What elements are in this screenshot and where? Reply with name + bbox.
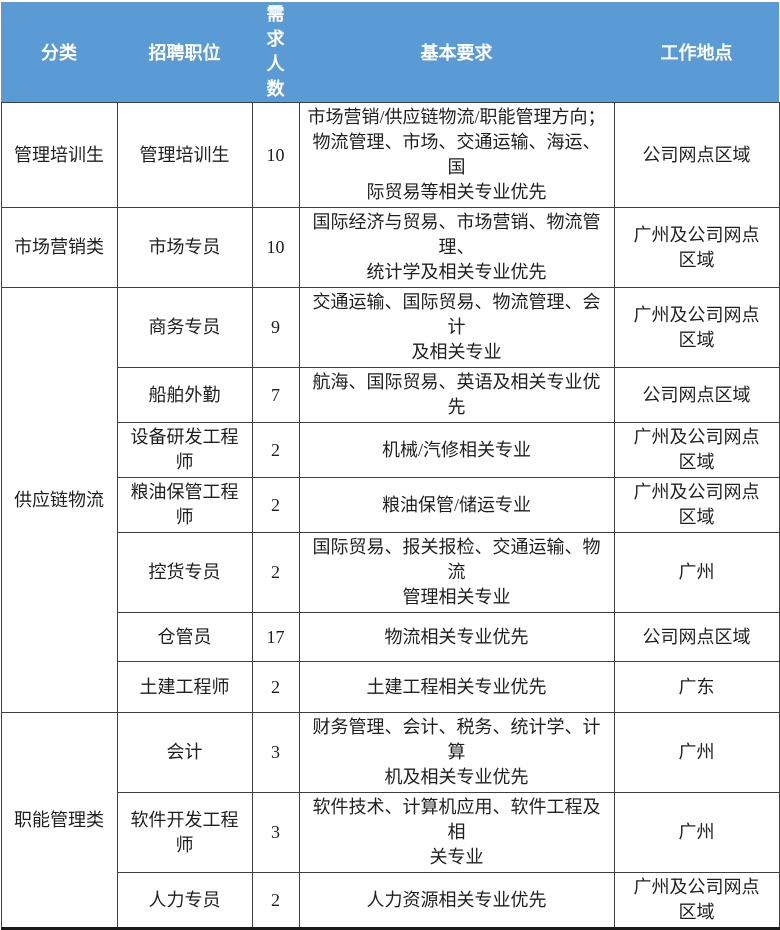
headcount-cell: 7 [251,367,300,423]
table-row: 仓管员 17 物流相关专业优先 公司网点区域 [1,612,780,662]
headcount-cell: 2 [251,422,300,478]
table-row: 供应链物流 商务专员 9 交通运输、国际贸易、物流管理、会计 及相关专业 广州及公司网点… [0,287,780,713]
requirements-cell: 国际经济与贸易、市场营销、物流管理、 统计学及相关专业优先 [298,207,615,288]
location-cell: 广州及公司网点 区域 [613,207,780,288]
headcount-cell: 9 [251,287,300,368]
location-cell: 广州及公司网点 区域 [613,287,780,368]
headcount-cell: 10 [251,102,300,208]
col-header-label: 招聘职位 [148,43,221,63]
col-header-label: 需求人数 [266,4,285,99]
location-cell: 公司网点区域 [613,612,780,662]
requirements-cell: 粮油保管/储运专业 [298,477,615,533]
position-cell: 人力专员 [116,872,253,929]
col-header-label: 工作地点 [660,43,733,63]
position-cell: 设备研发工程 师 [116,422,253,478]
table-row: 船舶外勤 7 航海、国际贸易、英语及相关专业优先 公司网点区域 [1,367,780,423]
location-cell: 公司网点区域 [613,102,780,208]
location-cell: 广州 [613,712,780,793]
requirements-cell: 人力资源相关专业优先 [298,872,615,929]
location-cell: 广州及公司网点 区域 [613,422,780,478]
table-header-row: 分类 招聘职位 需求人数 基本要求 工作地点 [1,2,779,103]
table-row: 管理培训生 管理培训生 10 市场营销/供应链物流/职能管理方向； 物流管理、市场、交… [0,102,780,208]
headcount-cell: 17 [251,612,300,662]
table-header: 分类 招聘职位 需求人数 基本要求 工作地点 [1,2,779,103]
col-header-requirements: 基本要求 [299,2,614,103]
position-cell: 市场专员 [116,207,253,288]
table-row: 粮油保管工程 师 2 粮油保管/储运专业 广州及公司网点 区域 [1,477,780,533]
location-cell: 公司网点区域 [613,367,780,423]
headcount-cell: 3 [251,712,300,793]
position-cell: 船舶外勤 [116,367,253,423]
requirements-cell: 国际贸易、报关报检、交通运输、物流 管理相关专业 [298,532,615,613]
headcount-cell: 2 [251,477,300,533]
position-cell: 软件开发工程 师 [116,792,253,873]
position-cell: 粮油保管工程 师 [116,477,253,533]
table-row: 软件开发工程 师 3 软件技术、计算机应用、软件工程及相 关专业 广州 [1,792,780,873]
requirements-cell: 机械/汽修相关专业 [298,422,615,478]
col-header-location: 工作地点 [614,2,779,103]
position-cell: 管理培训生 [116,102,253,208]
position-cell: 土建工程师 [116,661,253,713]
headcount-cell: 10 [251,207,300,288]
col-header-label: 分类 [41,43,77,63]
location-cell: 广州 [613,532,780,613]
location-cell: 广州及公司网点 区域 [613,872,780,929]
table-row: 控货专员 2 国际贸易、报关报检、交通运输、物流 管理相关专业 广州 [1,532,780,613]
requirements-cell: 市场营销/供应链物流/职能管理方向； 物流管理、市场、交通运输、海运、国 际贸易… [298,102,615,208]
col-header-category: 分类 [1,2,117,103]
col-header-label: 基本要求 [420,43,493,63]
table-row: 土建工程师 2 土建工程相关专业优先 广东 [1,661,780,713]
position-cell: 仓管员 [116,612,253,662]
position-cell: 会计 [116,712,253,793]
table-row: 设备研发工程 师 2 机械/汽修相关专业 广州及公司网点 区域 [1,422,780,478]
requirements-cell: 交通运输、国际贸易、物流管理、会计 及相关专业 [298,287,615,368]
requirements-cell: 财务管理、会计、税务、统计学、计算 机及相关专业优先 [298,712,615,793]
table-row: 职能管理类 会计 3 财务管理、会计、税务、统计学、计算 机及相关专业优先 广州 [0,712,780,929]
requirements-cell: 物流相关专业优先 [298,612,615,662]
position-cell: 控货专员 [116,532,253,613]
requirements-cell: 软件技术、计算机应用、软件工程及相 关专业 [298,792,615,873]
col-header-position: 招聘职位 [117,2,252,103]
category-cell: 市场营销类 [0,207,118,288]
headcount-cell: 3 [251,792,300,873]
headcount-cell: 2 [251,872,300,929]
requirements-cell: 航海、国际贸易、英语及相关专业优先 [298,367,615,423]
location-cell: 广州及公司网点 区域 [613,477,780,533]
headcount-cell: 2 [251,532,300,613]
table-row: 人力专员 2 人力资源相关专业优先 广州及公司网点 区域 [1,872,780,929]
location-cell: 广州 [613,792,780,873]
category-cell: 职能管理类 [0,712,118,929]
category-cell: 供应链物流 [0,287,118,713]
table-body: 管理培训生 管理培训生 10 市场营销/供应链物流/职能管理方向； 物流管理、市场、交… [0,102,780,929]
requirements-cell: 土建工程相关专业优先 [298,661,615,713]
position-cell: 商务专员 [116,287,253,368]
headcount-cell: 2 [251,661,300,713]
category-cell: 管理培训生 [0,102,118,208]
location-cell: 广东 [613,661,780,713]
col-header-headcount: 需求人数 [252,2,299,103]
table-row: 市场营销类 市场专员 10 国际经济与贸易、市场营销、物流管理、 统计学及相关专业优先… [0,207,780,288]
